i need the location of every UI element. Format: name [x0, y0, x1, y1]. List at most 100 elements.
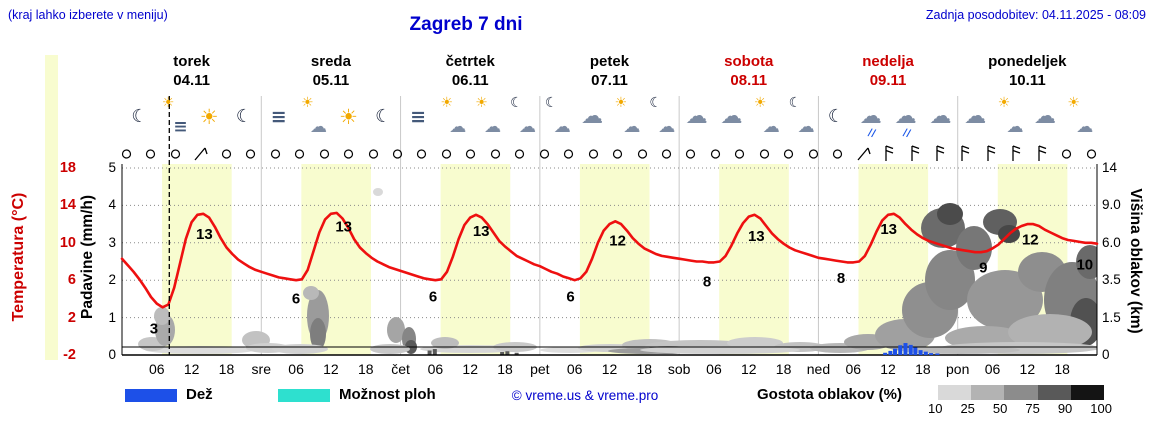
- svg-text:6: 6: [292, 290, 300, 307]
- wind-calm-symbol: [293, 146, 306, 160]
- density-tick: 75: [1025, 401, 1040, 416]
- weather-icons-row: ☾ ☀ ≡ ☀ ☾ ≡ ☀ ☁ ☀ ☾ ≡ ☀ ☁ ☀ ☁ ☾ ☁ ☾ ☁ ☁ ☀ ☁ ☾ ☁ ☁ ☁ ☀ ☁ ☾ ☁ ☾ ☁//☁//☁ ☁ ☀…: [122, 94, 1097, 140]
- wind-calm-symbol: [220, 146, 233, 160]
- cloud-tick: 14: [1102, 160, 1118, 175]
- cloud-icon: ☁: [720, 104, 743, 129]
- x-tick-18: 18: [218, 361, 235, 377]
- cloud-sun-icon: ☀ ☁: [753, 95, 780, 137]
- last-update: Zadnja posodobitev: 04.11.2025 - 08:09: [925, 8, 1146, 22]
- wind-flag-symbol: [882, 144, 896, 162]
- x-tick-18: 18: [915, 361, 931, 377]
- svg-text:6: 6: [429, 289, 437, 306]
- x-tick-18: 18: [1054, 361, 1070, 377]
- wind-flag-symbol: [908, 144, 922, 162]
- precip-axis-ticks: 5 4 3 2 1 0: [96, 159, 116, 364]
- cloud-moon-icon: ☾ ☁: [788, 95, 815, 137]
- day-name: ponedeljek: [988, 53, 1067, 70]
- showers-legend-label: Možnost ploh: [339, 386, 436, 403]
- wind-diag-symbol: [193, 145, 208, 161]
- precip-axis-label: Padavine (mm/h): [79, 194, 96, 320]
- page-title: Zagreb 7 dni: [409, 14, 523, 35]
- day-date: 05.11: [312, 72, 350, 89]
- density-tick: 90: [1057, 401, 1073, 416]
- x-tick-pet: pet: [530, 361, 550, 377]
- wind-calm-symbol: [342, 146, 355, 160]
- svg-text:10: 10: [1076, 257, 1093, 274]
- x-tick-06: 06: [566, 361, 583, 377]
- day-header-torek: torek 04.11: [122, 52, 261, 90]
- gray-precip-marks: [427, 349, 519, 355]
- wind-calm-symbol: [733, 146, 746, 160]
- fog-sun-icon: ☀ ≡: [161, 95, 188, 137]
- day-date: 06.11: [451, 72, 489, 89]
- wind-calm-symbol: [489, 146, 502, 160]
- rain-bars: [883, 343, 940, 355]
- wind-flag-symbol: [958, 144, 972, 162]
- day-header-sobota: sobota 08.11: [679, 52, 818, 90]
- day-date: 04.11: [173, 72, 210, 89]
- precip-tick: 1: [108, 309, 116, 325]
- temp-tick: 10: [59, 234, 76, 251]
- density-segment: [971, 385, 1005, 400]
- wind-calm-symbol: [1060, 146, 1073, 160]
- x-tick-06: 06: [706, 361, 722, 377]
- cloud-density-label: Gostota oblakov (%): [757, 386, 903, 403]
- wind-calm-symbol: [587, 146, 600, 160]
- rain-icon: ☁//: [894, 104, 917, 140]
- x-tick-sre: sre: [251, 361, 272, 377]
- fog-icon: ≡: [410, 105, 426, 128]
- day-name: četrtek: [445, 53, 495, 70]
- cloud-moon-icon: ☾ ☁: [544, 95, 571, 137]
- temp-tick: -2: [63, 346, 76, 363]
- cloud-sun-icon: ☀ ☁: [997, 95, 1024, 137]
- day-name: petek: [589, 53, 630, 70]
- x-tick-ned: ned: [806, 361, 831, 377]
- temp-tick: 18: [59, 160, 76, 176]
- cloud-axis-ticks: 14 9.0 6.0 3.5 1.5 0: [1102, 159, 1138, 364]
- cloud-tick: 0: [1102, 346, 1110, 362]
- x-tick-sob: sob: [667, 361, 691, 377]
- temperature-value-labels: 3 13 6 13 6 13 6 12 8 13 8 13 9 12 10: [150, 218, 1093, 337]
- wind-calm-symbol: [513, 146, 526, 160]
- cloud-sun-icon: ☀ ☁: [475, 95, 502, 137]
- credit-link[interactable]: © vreme.us & vreme.pro: [511, 388, 659, 403]
- cloud-sun-icon: ☀ ☁: [440, 95, 467, 137]
- rain-legend-swatch: [125, 389, 177, 402]
- svg-text:6: 6: [566, 289, 574, 306]
- wind-calm-symbol: [684, 146, 697, 160]
- moon-icon: ☾: [375, 106, 392, 127]
- wind-calm-symbol: [391, 146, 404, 160]
- cloud-sun-icon: ☀ ☁: [614, 95, 641, 137]
- day-name: torek: [173, 53, 210, 70]
- temp-axis-label: Temperatura (°C): [10, 192, 27, 322]
- day-header-ponedeljek: ponedeljek 10.11: [958, 52, 1097, 90]
- moon-icon: ☾: [235, 106, 252, 127]
- x-tick-18: 18: [636, 361, 653, 377]
- wind-calm-symbol: [831, 146, 844, 160]
- density-tick: 10: [928, 401, 943, 416]
- cloud-tick: 9.0: [1102, 197, 1121, 213]
- wind-calm-symbol: [636, 146, 649, 160]
- svg-text:3: 3: [150, 320, 158, 337]
- density-tick: 25: [960, 401, 975, 416]
- cloud-density-ticks: 10 25 50 75 90 100: [928, 401, 1112, 416]
- density-tick: 50: [992, 401, 1008, 416]
- svg-text:12: 12: [609, 232, 626, 249]
- density-segment: [938, 385, 972, 400]
- cloud-moon-icon: ☾ ☁: [649, 95, 676, 137]
- day-name: nedelja: [862, 53, 914, 70]
- wind-calm-symbol: [758, 146, 771, 160]
- rain-legend-label: Dež: [186, 386, 213, 403]
- temp-axis-ticks: 18 14 10 6 2 -2: [38, 159, 76, 364]
- precip-tick: 5: [108, 160, 116, 175]
- moon-icon: ☾: [827, 106, 845, 127]
- x-tick-12: 12: [601, 361, 618, 377]
- showers-legend-swatch: [278, 389, 330, 402]
- left-color-strip: [45, 55, 58, 360]
- density-tick: 100: [1090, 401, 1112, 416]
- cloud-icon: ☁: [1033, 104, 1056, 129]
- wind-flag-symbol: [933, 144, 947, 162]
- day-date: 07.11: [591, 72, 628, 89]
- wind-flag-symbol: [1035, 144, 1049, 162]
- svg-text:8: 8: [703, 274, 711, 291]
